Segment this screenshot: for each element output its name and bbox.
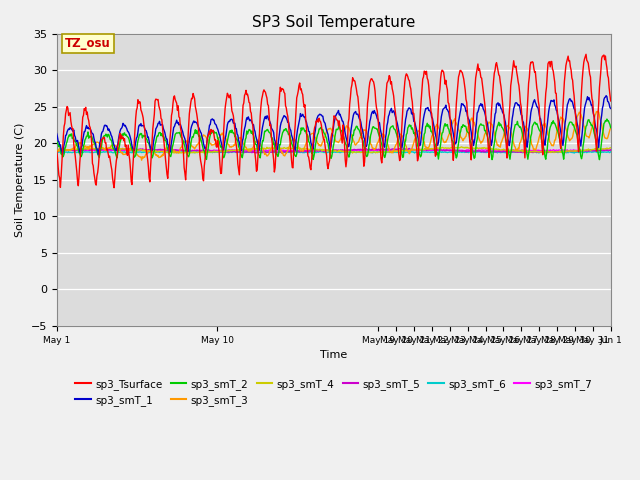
sp3_smT_4 bbox=[458, 144, 465, 150]
Line: sp3_smT_4: sp3_smT_4 bbox=[57, 147, 611, 153]
sp3_smT_1 bbox=[465, 116, 472, 121]
sp3_smT_2 bbox=[450, 144, 458, 149]
sp3_smT_2 bbox=[289, 144, 297, 150]
sp3_smT_3 bbox=[55, 146, 63, 152]
sp3_smT_4 bbox=[311, 146, 319, 152]
sp3_Tsurface bbox=[465, 120, 472, 126]
Line: sp3_smT_3: sp3_smT_3 bbox=[57, 111, 611, 160]
sp3_smT_1 bbox=[607, 106, 614, 111]
sp3_smT_7 bbox=[333, 148, 341, 154]
sp3_smT_6 bbox=[289, 149, 297, 155]
sp3_smT_1 bbox=[290, 143, 298, 149]
Line: sp3_Tsurface: sp3_Tsurface bbox=[57, 54, 611, 188]
sp3_smT_5 bbox=[311, 148, 319, 154]
sp3_smT_3 bbox=[465, 124, 472, 130]
Text: TZ_osu: TZ_osu bbox=[65, 37, 111, 50]
sp3_smT_7 bbox=[452, 147, 460, 153]
Line: sp3_smT_2: sp3_smT_2 bbox=[57, 119, 611, 160]
sp3_Tsurface bbox=[311, 125, 319, 131]
sp3_smT_4 bbox=[175, 150, 183, 156]
sp3_smT_3 bbox=[451, 116, 459, 121]
Line: sp3_smT_7: sp3_smT_7 bbox=[57, 149, 611, 151]
sp3_smT_3 bbox=[594, 108, 602, 114]
sp3_smT_4 bbox=[290, 145, 298, 151]
sp3_smT_3 bbox=[311, 134, 319, 140]
sp3_Tsurface bbox=[53, 148, 61, 154]
sp3_smT_5 bbox=[131, 146, 138, 152]
X-axis label: Time: Time bbox=[320, 350, 348, 360]
sp3_smT_5 bbox=[290, 148, 298, 154]
sp3_Tsurface bbox=[607, 98, 614, 104]
sp3_smT_7 bbox=[311, 147, 319, 153]
sp3_smT_4 bbox=[131, 147, 138, 153]
sp3_smT_4 bbox=[53, 147, 61, 153]
sp3_smT_2 bbox=[131, 155, 138, 160]
sp3_smT_2 bbox=[310, 154, 317, 159]
sp3_smT_5 bbox=[465, 148, 473, 154]
sp3_smT_1 bbox=[131, 144, 139, 150]
sp3_smT_4 bbox=[465, 145, 473, 151]
sp3_smT_1 bbox=[55, 139, 63, 144]
Line: sp3_smT_6: sp3_smT_6 bbox=[57, 151, 611, 153]
Line: sp3_smT_1: sp3_smT_1 bbox=[57, 96, 611, 155]
sp3_smT_6 bbox=[463, 149, 471, 155]
sp3_smT_3 bbox=[138, 157, 145, 163]
sp3_smT_1 bbox=[53, 131, 61, 136]
sp3_smT_1 bbox=[311, 132, 319, 137]
Y-axis label: Soil Temperature (C): Soil Temperature (C) bbox=[15, 123, 25, 237]
sp3_smT_5 bbox=[607, 147, 614, 153]
sp3_smT_3 bbox=[290, 137, 298, 143]
sp3_smT_1 bbox=[602, 93, 610, 98]
sp3_smT_2 bbox=[463, 129, 471, 135]
sp3_smT_6 bbox=[310, 150, 317, 156]
sp3_Tsurface bbox=[451, 131, 459, 137]
sp3_smT_3 bbox=[131, 147, 138, 153]
sp3_smT_6 bbox=[450, 149, 458, 155]
sp3_smT_7 bbox=[290, 146, 298, 152]
sp3_smT_1 bbox=[451, 140, 459, 146]
sp3_smT_7 bbox=[53, 147, 61, 153]
sp3_smT_5 bbox=[452, 148, 460, 154]
sp3_smT_6 bbox=[53, 149, 61, 155]
sp3_smT_2 bbox=[603, 116, 611, 122]
Legend: sp3_Tsurface, sp3_smT_1, sp3_smT_2, sp3_smT_3, sp3_smT_4, sp3_smT_5, sp3_smT_6, : sp3_Tsurface, sp3_smT_1, sp3_smT_2, sp3_… bbox=[71, 375, 596, 410]
sp3_smT_6 bbox=[607, 149, 614, 155]
sp3_smT_4 bbox=[451, 145, 459, 151]
sp3_smT_7 bbox=[607, 148, 614, 154]
sp3_smT_2 bbox=[53, 139, 61, 145]
sp3_Tsurface bbox=[290, 144, 298, 150]
sp3_smT_5 bbox=[55, 147, 63, 153]
sp3_Tsurface bbox=[110, 185, 118, 191]
sp3_smT_5 bbox=[53, 148, 61, 154]
sp3_Tsurface bbox=[55, 172, 63, 178]
sp3_smT_6 bbox=[131, 149, 138, 155]
sp3_smT_7 bbox=[465, 148, 473, 154]
sp3_smT_1 bbox=[95, 152, 102, 157]
sp3_smT_5 bbox=[253, 150, 260, 156]
sp3_smT_6 bbox=[570, 150, 578, 156]
sp3_smT_6 bbox=[55, 149, 63, 155]
Title: SP3 Soil Temperature: SP3 Soil Temperature bbox=[252, 15, 415, 30]
sp3_smT_5 bbox=[400, 145, 408, 151]
sp3_smT_2 bbox=[596, 157, 604, 163]
sp3_smT_7 bbox=[131, 148, 138, 154]
Line: sp3_smT_5: sp3_smT_5 bbox=[57, 148, 611, 153]
sp3_smT_7 bbox=[55, 147, 63, 153]
sp3_smT_7 bbox=[289, 147, 297, 153]
sp3_smT_3 bbox=[607, 125, 614, 131]
sp3_Tsurface bbox=[582, 51, 590, 57]
sp3_smT_4 bbox=[55, 147, 63, 153]
sp3_smT_2 bbox=[55, 144, 63, 150]
sp3_smT_2 bbox=[607, 125, 614, 131]
sp3_Tsurface bbox=[131, 128, 139, 133]
sp3_smT_6 bbox=[515, 148, 523, 154]
sp3_smT_4 bbox=[607, 145, 614, 151]
sp3_smT_3 bbox=[53, 149, 61, 155]
